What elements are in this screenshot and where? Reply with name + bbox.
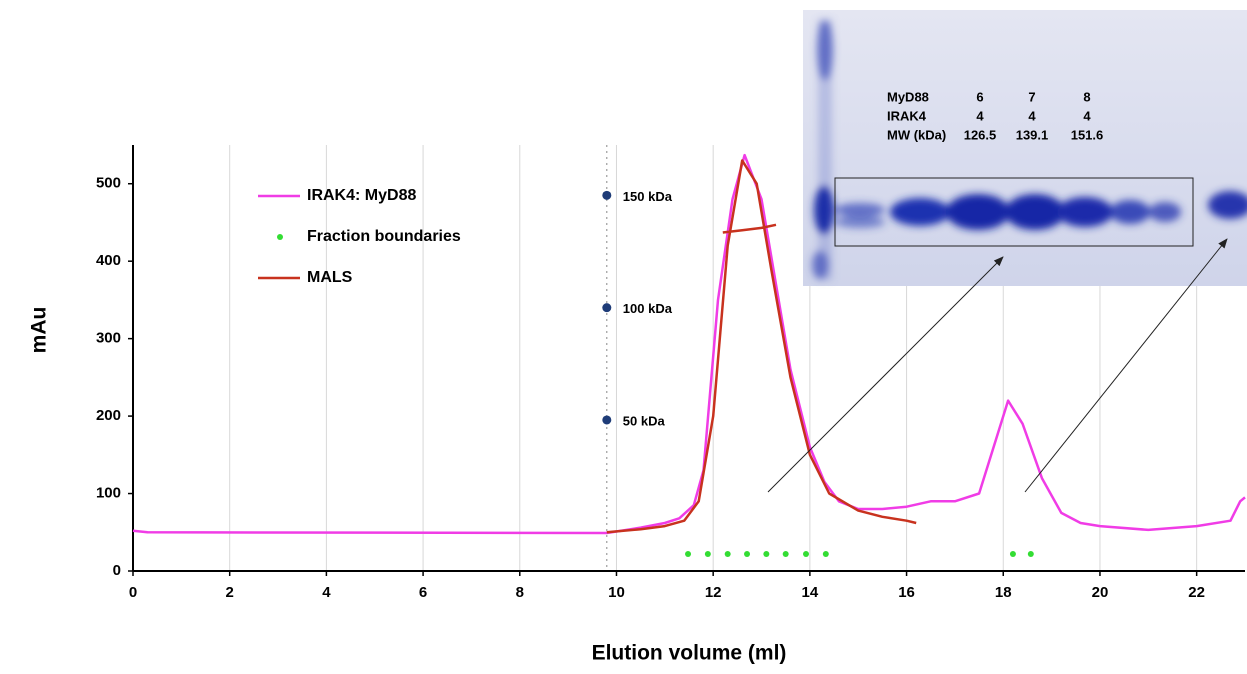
fraction-marker: [803, 550, 810, 557]
gel-label: 7: [1028, 89, 1035, 104]
x-tick-label: 8: [516, 584, 524, 601]
arrow: [1024, 238, 1228, 493]
fraction-marker: [822, 550, 829, 557]
fraction-marker: [763, 550, 770, 557]
x-tick-label: 22: [1188, 584, 1205, 601]
fraction-marker: [1009, 550, 1016, 557]
standard-label: 150 kDa: [623, 189, 673, 204]
gel-image: [803, 10, 1247, 286]
x-tick-label: 20: [1092, 584, 1109, 601]
gel-label: 8: [1083, 89, 1090, 104]
fraction-marker: [782, 550, 789, 557]
gel-label: 126.5: [964, 127, 997, 142]
gel-label: 4: [976, 108, 984, 123]
gel-inset: MyD88 6 7 8 IRAK4 4 4 4 MW (kDa) 126.5 139.1 151.6: [803, 10, 1247, 286]
gel-label: 4: [1028, 108, 1036, 123]
highlight-box: [834, 177, 1194, 247]
standard-label: 100 kDa: [623, 301, 673, 316]
x-tick-label: 10: [608, 584, 625, 601]
x-axis-title: Elution volume (ml): [592, 642, 787, 665]
y-tick-label: 0: [113, 562, 121, 579]
gel-label: MW (kDa): [887, 127, 946, 142]
series-line: [606, 159, 917, 534]
legend-label: MALS: [307, 269, 353, 286]
gel-label: 4: [1083, 108, 1091, 123]
x-tick-label: 0: [129, 584, 137, 601]
gel-label: 151.6: [1071, 127, 1104, 142]
standard-marker: [602, 303, 612, 313]
y-tick-label: 200: [96, 407, 121, 424]
x-tick-label: 4: [322, 584, 331, 601]
x-tick-label: 6: [419, 584, 427, 601]
legend-marker: [277, 234, 283, 240]
x-tick-label: 16: [898, 584, 915, 601]
y-tick-label: 300: [96, 330, 121, 347]
fraction-marker: [685, 550, 692, 557]
gel-label: 6: [976, 89, 983, 104]
fraction-marker: [724, 550, 731, 557]
gel-bands: [812, 20, 1247, 280]
x-tick-label: 2: [226, 584, 234, 601]
x-tick-label: 18: [995, 584, 1012, 601]
x-tick-label: 12: [705, 584, 722, 601]
legend-label: IRAK4: MyD88: [307, 187, 416, 204]
x-tick-label: 14: [802, 584, 819, 601]
gel-table: MyD88 6 7 8 IRAK4 4 4 4 MW (kDa) 126.5 139.1 151.6: [887, 89, 1103, 142]
legend-label: Fraction boundaries: [307, 228, 461, 245]
y-tick-label: 400: [96, 252, 121, 269]
standard-label: 50 kDa: [623, 413, 666, 428]
fraction-marker: [704, 550, 711, 557]
fraction-marker: [1027, 550, 1034, 557]
fraction-marker: [744, 550, 751, 557]
y-tick-label: 100: [96, 485, 121, 502]
standard-marker: [602, 190, 612, 200]
y-tick-label: 500: [96, 175, 121, 192]
gel-label: 139.1: [1016, 127, 1049, 142]
y-axis-title: mAu: [28, 307, 51, 354]
arrow: [767, 256, 1004, 493]
standard-marker: [602, 415, 612, 425]
gel-label: IRAK4: [887, 108, 927, 123]
gel-label: MyD88: [887, 89, 929, 104]
